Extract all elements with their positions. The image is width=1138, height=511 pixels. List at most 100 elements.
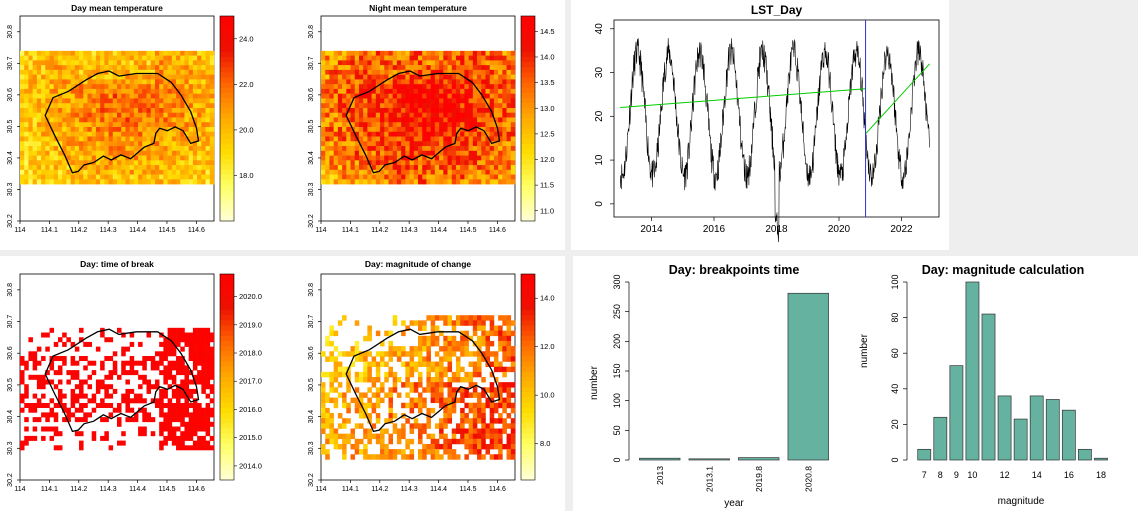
raster-cell [430,103,436,109]
raster-cell [325,131,330,137]
raster-cell [87,160,92,166]
raster-cell [371,377,377,383]
raster-cell [79,55,84,61]
raster-cell [70,84,76,90]
raster-cell [413,112,419,118]
raster-cell [167,169,173,175]
raster-cell [112,79,118,85]
raster-cell [112,131,118,137]
legend-swatch [521,387,535,393]
raster-cell [502,165,507,171]
raster-cell [510,428,516,434]
raster-cell [337,413,343,419]
raster-cell [460,340,465,347]
raster-cell [329,165,334,171]
raster-cell [451,335,457,342]
raster-cell [184,332,189,338]
raster-cell [45,179,50,185]
raster-cell [163,93,168,99]
raster-cell [396,169,402,175]
legend-swatch [521,371,535,378]
x-tick-label: 114.3 [401,486,418,493]
raster-cell [401,112,406,118]
raster-cell [439,433,444,440]
raster-cell [192,174,198,180]
raster-cell [413,79,419,85]
raster-cell [201,374,206,380]
legend-swatch [220,361,234,368]
raster-cell [159,351,164,357]
raster-cell [32,360,38,366]
raster-cell [493,88,499,94]
x-tick-label: 2019.8 [754,466,764,492]
raster-cell [329,93,334,99]
bar-2019.8 [738,457,780,461]
legend-swatch [220,377,234,383]
raster-cell [354,356,360,362]
raster-cell [401,98,406,104]
raster-cell [392,315,398,321]
raster-cell [104,169,109,175]
raster-cell [371,117,377,123]
raster-cell [171,379,177,385]
raster-cell [485,330,490,337]
raster-cell [434,165,440,171]
raster-cell [422,65,427,71]
raster-cell [451,160,457,166]
raster-cell [205,356,211,362]
raster-cell [481,433,486,440]
raster-cell [321,160,326,166]
raster-cell [375,55,381,61]
raster-cell [333,174,339,180]
raster-cell [91,126,97,133]
raster-cell [426,84,431,90]
raster-cell [329,136,334,142]
raster-cell [133,69,139,75]
raster-cell [100,403,105,409]
raster-cell [447,69,453,75]
raster-cell [150,117,156,123]
raster-cell [418,112,423,118]
raster-cell [354,141,360,147]
raster-cell [188,88,194,94]
raster-cell [201,60,206,66]
raster-cell [138,393,143,399]
raster-cell [346,402,351,409]
raster-cell [146,122,152,128]
raster-cell [384,351,389,357]
raster-cell [117,126,122,133]
raster-cell [121,440,126,446]
raster-cell [493,103,499,109]
raster-cell [434,361,440,367]
raster-cell [451,340,457,347]
raster-cell [104,50,109,56]
raster-cell [142,412,147,418]
raster-cell [66,103,71,109]
raster-cell [502,131,507,137]
raster-cell [510,65,516,71]
raster-cell [489,131,495,137]
raster-cell [321,69,326,75]
raster-cell [451,402,457,409]
raster-cell [337,131,343,137]
raster-cell [121,179,126,185]
legend-swatch [521,366,535,373]
raster-cell [83,131,88,137]
raster-cell [367,131,372,137]
raster-cell [481,150,486,156]
raster-cell [388,150,393,156]
raster-cell [125,60,130,66]
raster-cell [53,384,59,390]
raster-cell [329,112,334,118]
raster-cell [209,84,215,90]
raster-cell [36,69,42,75]
raster-cell [367,165,372,171]
raster-cell [188,341,194,347]
y-tick-label: 30.2 [308,214,315,228]
panel-day-time-of-break: Day: time of break 114 114.1 114.2 114.3 114.… [0,256,283,511]
raster-cell [472,320,478,326]
raster-cell [154,360,160,366]
raster-cell [325,88,330,94]
raster-cell [460,50,465,56]
raster-cell [176,179,181,185]
